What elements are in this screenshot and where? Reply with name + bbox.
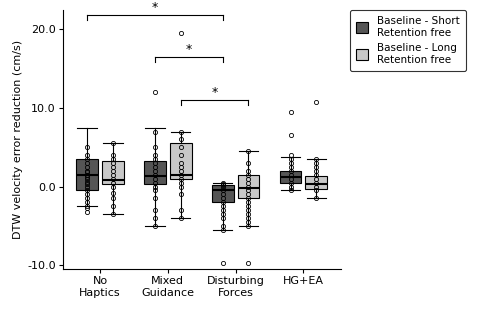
Text: *: * — [152, 1, 158, 14]
Bar — [144, 161, 166, 184]
Y-axis label: DTW velocity error reduction (cm/s): DTW velocity error reduction (cm/s) — [13, 40, 23, 239]
Bar — [102, 161, 124, 184]
Bar — [212, 185, 234, 202]
Text: *: * — [186, 43, 192, 56]
Bar — [76, 159, 98, 191]
Text: *: * — [212, 86, 218, 99]
Bar — [238, 175, 259, 198]
Bar — [306, 176, 327, 189]
Legend: Baseline - Short
Retention free, Baseline - Long
Retention free: Baseline - Short Retention free, Baselin… — [350, 10, 466, 71]
Bar — [280, 171, 301, 183]
Bar — [170, 143, 191, 179]
